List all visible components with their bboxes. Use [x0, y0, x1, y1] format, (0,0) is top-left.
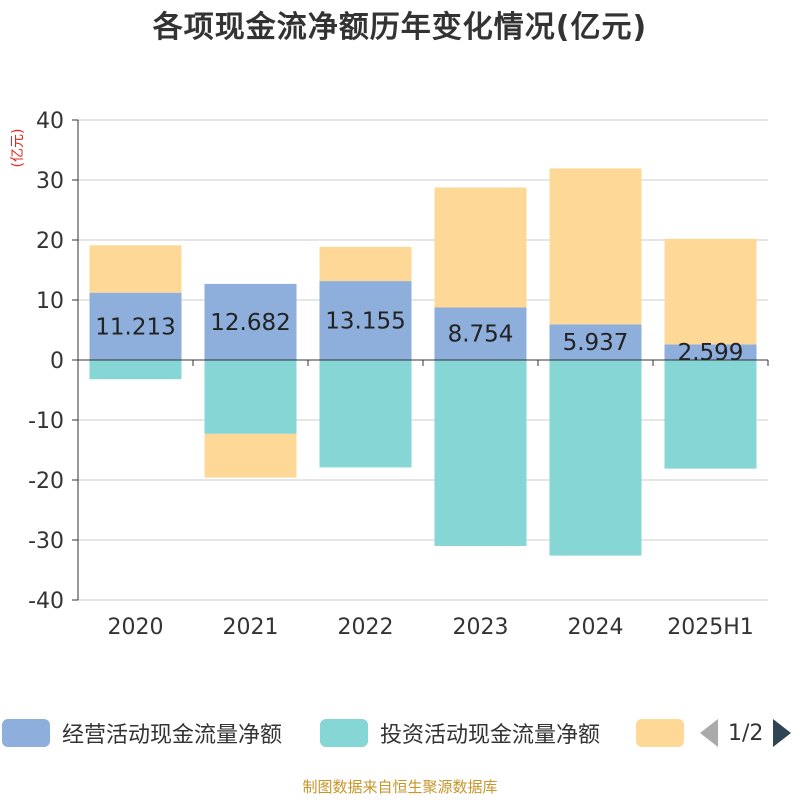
- y-tick-label: 0: [50, 349, 64, 374]
- legend-item-financing[interactable]: [636, 718, 684, 748]
- bar-operating-2025H1[interactable]: [664, 344, 757, 360]
- x-tick-label: 2021: [223, 615, 279, 640]
- legend-pager: 1/2: [700, 718, 792, 748]
- bar-financing-2021[interactable]: [204, 433, 297, 478]
- bar-investing-2024[interactable]: [549, 360, 642, 556]
- y-tick-label: -20: [28, 469, 64, 494]
- legend-label-operating: 经营活动现金流量净额: [62, 723, 283, 748]
- y-tick-label: -40: [28, 589, 64, 614]
- bar-financing-2020[interactable]: [89, 245, 182, 293]
- legend: 经营活动现金流量净额 投资活动现金流量净额 1/2: [0, 714, 800, 754]
- legend-page-indicator: 1/2: [728, 720, 764, 746]
- legend-prev-page-icon[interactable]: [700, 719, 718, 747]
- bar-operating-2022[interactable]: [319, 281, 412, 360]
- bar-investing-2021[interactable]: [204, 360, 297, 434]
- bar-operating-2021[interactable]: [204, 283, 297, 360]
- data-source-note: 制图数据来自恒生聚源数据库: [302, 778, 498, 796]
- y-tick-label: 20: [36, 229, 64, 254]
- y-axis-unit-label: (亿元): [10, 129, 26, 168]
- legend-item-operating[interactable]: 经营活动现金流量净额: [2, 718, 282, 748]
- y-tick-label: 30: [36, 169, 64, 194]
- bar-investing-2020[interactable]: [89, 360, 182, 380]
- bar-operating-2020[interactable]: [89, 292, 182, 360]
- data-label-operating: 5.937: [563, 330, 629, 356]
- data-label-operating: 2.599: [678, 340, 744, 366]
- legend-next-page-icon[interactable]: [773, 719, 792, 747]
- legend-label-investing: 投资活动现金流量净额: [380, 723, 601, 748]
- y-tick-label: -30: [28, 529, 64, 554]
- data-label-operating: 12.682: [210, 310, 290, 336]
- data-label-operating: 11.213: [95, 314, 175, 340]
- bar-investing-2023[interactable]: [434, 360, 527, 546]
- bar-investing-2022[interactable]: [319, 360, 412, 468]
- bar-financing-2024[interactable]: [549, 168, 642, 325]
- data-label-operating: 13.155: [325, 309, 405, 335]
- y-tick-label: 40: [36, 109, 64, 134]
- data-label-operating: 8.754: [448, 322, 514, 348]
- legend-item-investing[interactable]: 投资活动现金流量净额: [320, 718, 600, 748]
- bar-financing-2023[interactable]: [434, 187, 527, 308]
- chart-title: 各项现金流净额历年变化情况(亿元): [152, 10, 648, 45]
- x-tick-label: 2023: [453, 615, 509, 640]
- bar-financing-2022[interactable]: [319, 246, 412, 282]
- legend-swatch-operating: [2, 719, 50, 747]
- x-tick-label: 2024: [568, 615, 624, 640]
- x-tick-label: 2022: [338, 615, 394, 640]
- legend-swatch-financing: [636, 719, 684, 747]
- legend-swatch-investing: [320, 719, 368, 747]
- bar-operating-2024[interactable]: [549, 324, 642, 360]
- x-tick-label: 2025H1: [667, 615, 754, 640]
- bar-operating-2023[interactable]: [434, 307, 527, 360]
- y-tick-label: -10: [28, 409, 64, 434]
- bar-investing-2025H1[interactable]: [664, 360, 757, 469]
- bar-financing-2025H1[interactable]: [664, 238, 757, 345]
- y-tick-label: 10: [36, 289, 64, 314]
- x-tick-label: 2020: [108, 615, 164, 640]
